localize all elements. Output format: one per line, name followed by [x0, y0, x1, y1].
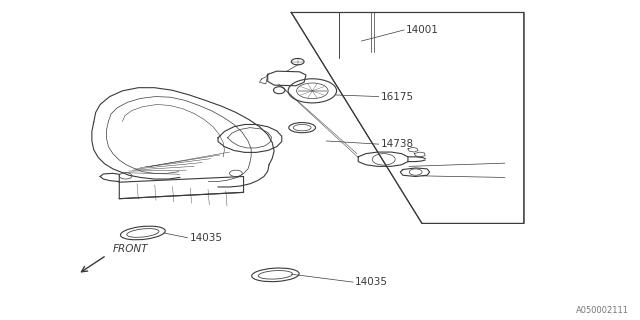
Text: 14035: 14035 — [189, 233, 222, 243]
Text: 14035: 14035 — [355, 277, 388, 287]
Text: 16175: 16175 — [381, 92, 413, 101]
Text: 14001: 14001 — [406, 25, 439, 35]
Text: A050002111: A050002111 — [576, 306, 629, 315]
Text: 14738: 14738 — [381, 139, 413, 149]
Text: FRONT: FRONT — [113, 244, 148, 253]
